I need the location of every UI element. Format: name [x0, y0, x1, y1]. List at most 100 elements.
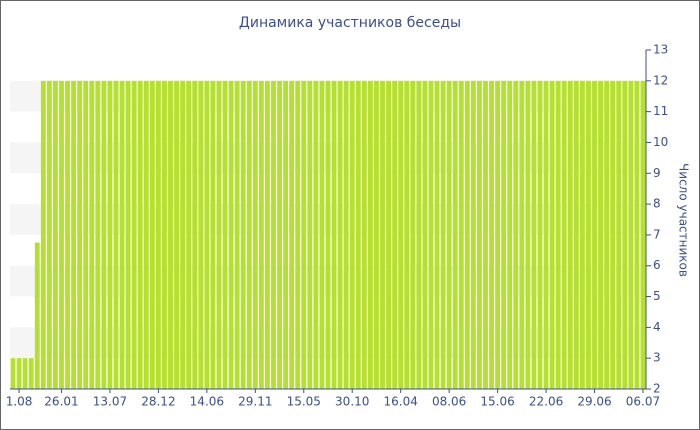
bar [119, 80, 125, 390]
bar [543, 80, 549, 390]
bar [410, 80, 416, 390]
bar [622, 80, 628, 390]
bar [592, 80, 597, 390]
x-tick-label: 29.06 [577, 395, 611, 409]
bar [434, 80, 440, 390]
bar [446, 80, 452, 390]
bar [477, 80, 482, 390]
bar [40, 80, 46, 390]
bar [598, 80, 603, 390]
bar [313, 80, 319, 390]
y-tick-label: 11 [653, 104, 668, 118]
bar [331, 80, 337, 390]
bar [440, 80, 446, 390]
bar [367, 80, 373, 390]
bar [34, 242, 40, 389]
bar [579, 80, 585, 390]
bar [77, 80, 83, 390]
bar [361, 80, 367, 390]
bar [567, 80, 573, 390]
x-tick-label: 22.06 [529, 395, 563, 409]
bar [113, 80, 119, 390]
y-axis-label: Число участников [677, 163, 691, 277]
x-tick-label: 14.06 [190, 395, 224, 409]
bar [265, 80, 270, 390]
bar [271, 80, 276, 390]
bar [616, 80, 622, 390]
bar [416, 80, 422, 390]
bar [131, 80, 137, 390]
bar [174, 80, 179, 390]
bar [537, 80, 543, 390]
bar [59, 80, 64, 390]
y-tick-label: 7 [653, 227, 661, 241]
bar [634, 80, 640, 390]
x-tick-label: 08.06 [432, 395, 466, 409]
bar [392, 80, 398, 390]
bar [246, 80, 252, 390]
bar [501, 80, 507, 390]
bar [325, 80, 331, 390]
bar [586, 80, 591, 390]
y-tick-label: 2 [653, 382, 661, 396]
bar [168, 80, 173, 390]
bar [555, 80, 561, 390]
bar [210, 80, 216, 390]
y-tick-label: 5 [653, 289, 661, 303]
bar [489, 80, 494, 390]
bar [222, 80, 228, 390]
x-tick-label: 1.08 [6, 395, 33, 409]
bar [374, 80, 379, 390]
x-tick-label: 06.07 [626, 395, 660, 409]
bar [458, 80, 464, 390]
bar [404, 80, 410, 390]
bar [252, 80, 258, 390]
y-tick-label: 13 [653, 43, 668, 57]
bar [319, 80, 325, 390]
bar [513, 80, 519, 390]
bar [16, 358, 22, 389]
bar [470, 80, 476, 390]
x-tick-label: 26.01 [44, 395, 78, 409]
bar [22, 358, 28, 389]
bar [337, 80, 343, 390]
bar [83, 80, 89, 390]
bar [495, 80, 501, 390]
bar [483, 80, 488, 390]
y-tick-label: 12 [653, 73, 668, 87]
bar [71, 80, 77, 390]
bar [307, 80, 313, 390]
bar [216, 80, 222, 390]
bar [610, 80, 616, 390]
bar [89, 80, 95, 390]
x-tick-label: 13.07 [93, 395, 127, 409]
bar [204, 80, 210, 390]
x-tick-label: 15.06 [480, 395, 514, 409]
bar [295, 80, 301, 390]
bar [380, 80, 385, 390]
bar [398, 80, 404, 390]
bar [180, 80, 186, 390]
bar [107, 80, 113, 390]
bar [240, 80, 246, 390]
y-tick-label: 3 [653, 351, 661, 365]
bar [28, 358, 34, 389]
bar [640, 80, 646, 390]
bar [137, 80, 143, 390]
bar [162, 80, 167, 390]
bar [283, 80, 289, 390]
bar [464, 80, 470, 390]
bar [53, 80, 58, 390]
bar [65, 80, 70, 390]
bar [452, 80, 458, 390]
y-tick-label: 6 [653, 258, 661, 272]
x-tick-label: 28.12 [141, 395, 175, 409]
bar [149, 80, 155, 390]
bar [228, 80, 234, 390]
bar [519, 80, 525, 390]
bar [289, 80, 295, 390]
bar [525, 80, 531, 390]
bar [258, 80, 264, 390]
bar [192, 80, 198, 390]
bar [125, 80, 131, 390]
